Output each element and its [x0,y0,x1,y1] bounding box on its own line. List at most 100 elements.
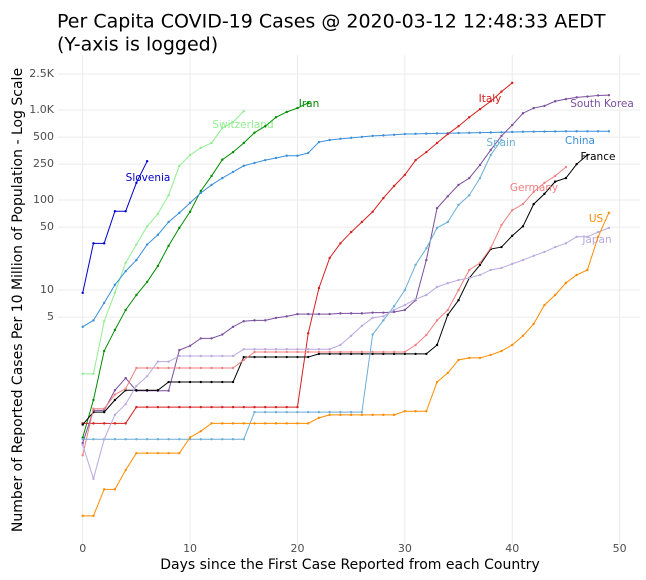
series-label: Japan [581,234,611,246]
data-point [317,410,321,414]
data-point [274,355,278,359]
data-point [264,348,267,351]
data-point [156,212,160,216]
data-point [382,196,385,200]
data-point [102,422,106,425]
data-point [167,405,170,409]
data-point [221,422,224,425]
data-point [92,514,95,518]
data-point [382,134,385,137]
data-point [135,366,138,370]
data-point [382,311,385,314]
data-point [188,201,192,205]
data-point [253,422,256,425]
data-point [264,405,267,409]
data-point [586,153,589,157]
series-label: Germany [510,182,558,194]
data-point [457,203,460,207]
data-point [564,97,568,101]
data-point [607,211,611,215]
data-point [392,184,396,188]
data-point [489,131,492,134]
data-point [81,438,84,441]
data-point [446,282,449,285]
series-line [82,102,309,438]
data-point [349,410,353,414]
data-point [81,423,84,426]
data-point [124,402,127,406]
data-point [349,230,353,234]
data-point [607,226,611,230]
x-axis-label: Days since the First Case Reported from … [160,557,539,573]
data-point [242,438,245,441]
data-point [349,334,353,337]
data-point [145,375,149,378]
data-point [156,360,160,363]
data-point [468,194,471,197]
data-point [145,405,149,409]
data-point [575,130,578,133]
data-point [500,266,503,270]
data-point [553,130,557,133]
data-point [135,258,138,262]
data-point [135,405,138,409]
data-point [124,376,127,380]
series-line [82,130,609,328]
data-point [564,165,568,169]
data-point [435,132,439,135]
data-point [435,343,439,347]
data-point [403,352,407,356]
series-line [82,139,502,440]
data-point [478,273,482,277]
data-point [253,355,256,359]
data-point [564,130,568,133]
data-point [242,109,245,113]
series-line [82,227,610,481]
data-point [124,308,127,312]
data-point [274,405,278,409]
data-point [264,350,267,354]
data-point [306,151,310,155]
data-point [296,348,299,351]
data-point [596,230,600,234]
data-point [500,138,503,142]
data-point [135,243,138,246]
data-point [221,126,224,130]
data-point [403,173,407,177]
data-point [167,438,170,441]
data-point [242,358,245,362]
data-point [264,319,267,322]
data-point [145,366,149,370]
data-point [468,356,471,360]
data-point [306,422,310,425]
data-point [92,438,95,441]
data-point [414,132,417,136]
data-point [113,422,117,425]
data-point [274,316,278,320]
data-point [231,438,235,441]
data-point [124,438,127,441]
data-point [339,413,342,417]
data-point [521,202,525,206]
data-point [264,355,267,359]
data-point [102,242,106,245]
data-point [92,242,95,245]
data-point [113,438,117,441]
data-point [489,148,492,152]
data-point [178,366,181,370]
data-point [102,301,106,305]
data-point [532,190,535,194]
data-point [102,407,106,410]
data-point [199,146,203,149]
data-point [242,141,245,145]
data-point [102,349,106,353]
data-point [349,350,353,354]
chart-title: Per Capita COVID-19 Cases @ 2020-03-12 1… [57,11,606,33]
data-point [317,312,321,316]
data-point [264,422,267,425]
data-point [382,350,385,354]
data-point [113,393,117,396]
data-point [199,438,203,441]
data-point [339,137,342,141]
data-point [178,348,181,352]
